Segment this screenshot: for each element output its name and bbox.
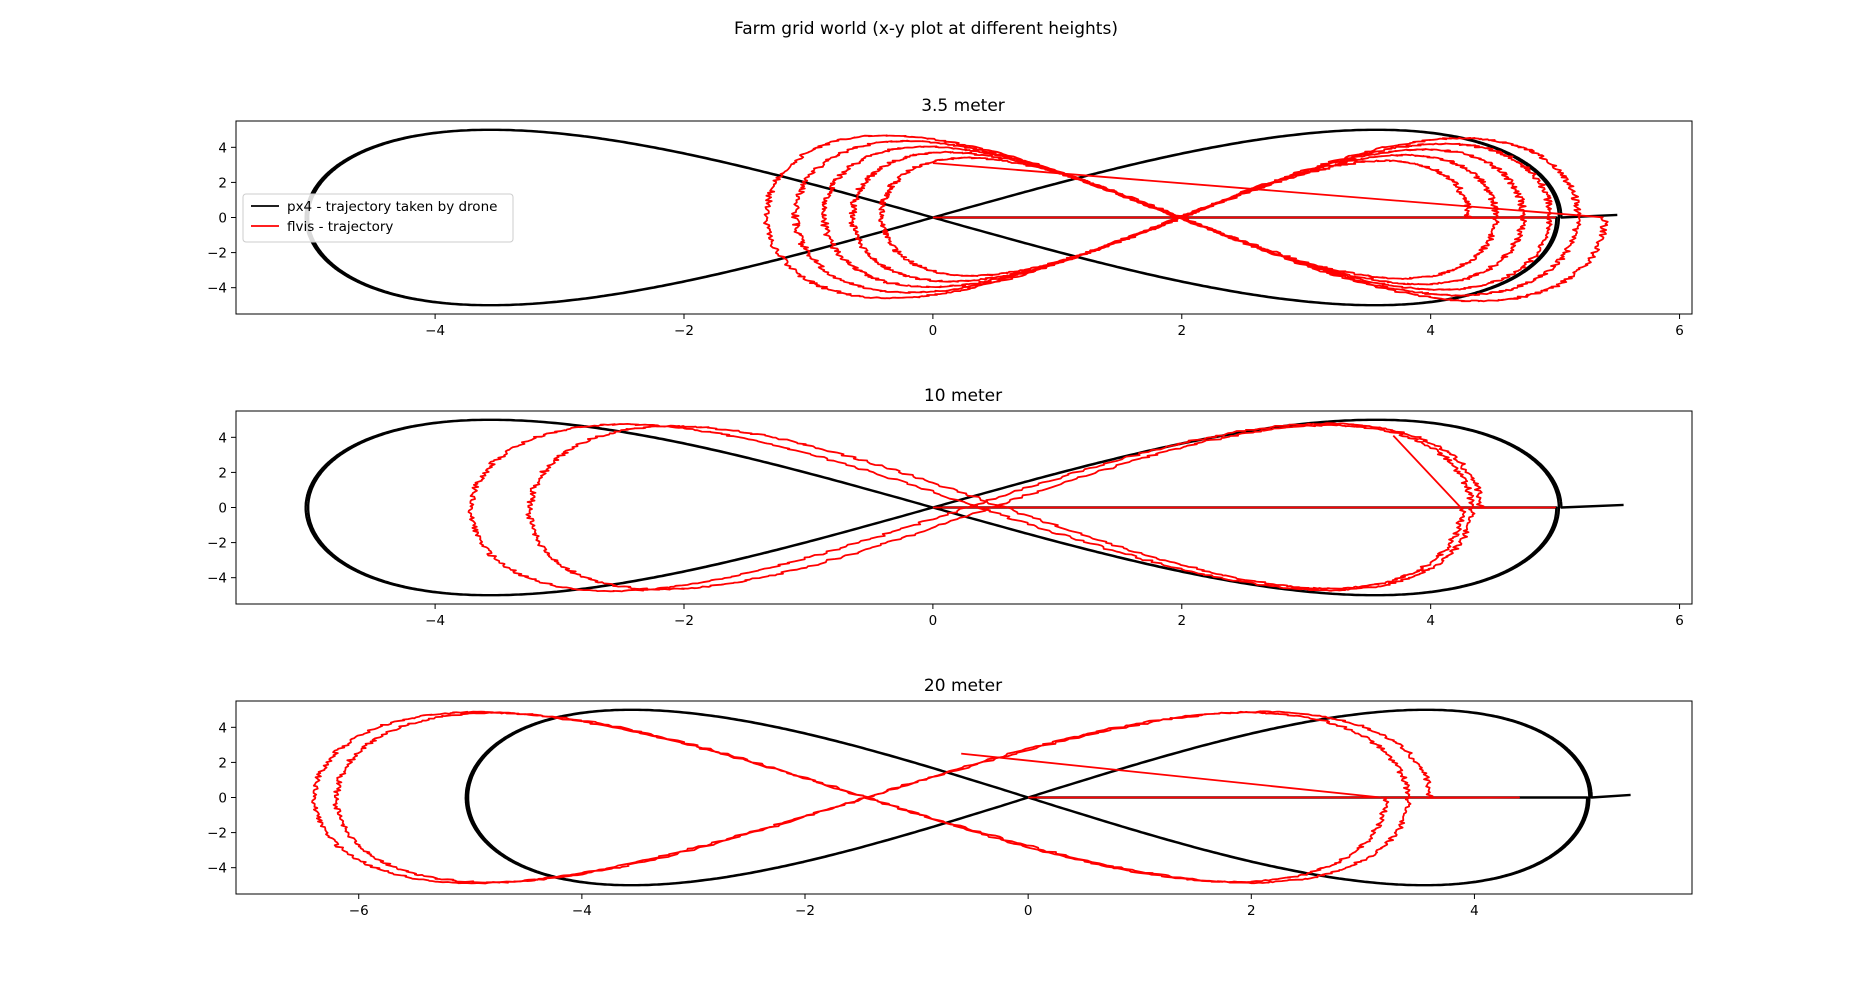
- series-px4-line: [464, 708, 1631, 887]
- x-tick-label: −6: [349, 903, 369, 919]
- figure-title: Farm grid world (x-y plot at different h…: [734, 19, 1118, 39]
- x-tick-label: 0: [1024, 903, 1033, 919]
- y-tick-label: 2: [218, 465, 227, 481]
- y-tick-label: 0: [218, 501, 227, 517]
- series-px4-line: [304, 418, 1624, 597]
- y-tick-label: −4: [207, 861, 227, 877]
- y-tick-label: −2: [207, 246, 227, 262]
- x-tick-label: −2: [674, 613, 694, 629]
- x-tick-label: 0: [929, 323, 938, 339]
- y-tick-label: 0: [218, 791, 227, 807]
- x-tick-label: 6: [1675, 613, 1684, 629]
- y-tick-label: 2: [218, 175, 227, 191]
- y-tick-label: −4: [207, 571, 227, 587]
- series-flvis-line: [467, 422, 1556, 593]
- y-tick-label: 4: [218, 720, 227, 736]
- series-flvis-line: [763, 134, 1609, 303]
- subplot-title: 20 meter: [924, 676, 1002, 696]
- x-tick-label: 2: [1247, 903, 1256, 919]
- legend-box: [242, 193, 514, 243]
- legend-label-px4: px4 - trajectory taken by drone: [287, 199, 497, 215]
- y-tick-label: 2: [218, 755, 227, 771]
- subplot-title: 3.5 meter: [921, 96, 1005, 116]
- subplot-20-meter: 20 meter −6 −4 −2 0 2 4 −4 −2 0 2 4: [207, 676, 1693, 919]
- x-tick-label: −4: [425, 613, 445, 629]
- x-tick-label: 2: [1177, 323, 1186, 339]
- y-tick-label: −2: [207, 826, 227, 842]
- subplot-10-meter: 10 meter −4 −2 0 2 4 6 −4 −2 0 2 4: [207, 386, 1693, 629]
- y-tick-label: 4: [218, 140, 227, 156]
- x-tick-label: 4: [1470, 903, 1479, 919]
- x-tick-label: 6: [1675, 323, 1684, 339]
- subplot-3-5-meter: 3.5 meter −4 −2 0 2 4 6 −4 −2 0 2 4: [207, 96, 1693, 339]
- y-tick-label: −2: [207, 536, 227, 552]
- y-tick-label: 4: [218, 430, 227, 446]
- legend-label-flvis: flvis - trajectory: [287, 219, 393, 235]
- x-tick-label: 4: [1426, 613, 1435, 629]
- x-tick-label: −4: [425, 323, 445, 339]
- y-tick-label: 0: [218, 211, 227, 227]
- x-tick-label: 2: [1177, 613, 1186, 629]
- subplot-title: 10 meter: [924, 386, 1002, 406]
- x-tick-label: −2: [795, 903, 815, 919]
- legend: px4 - trajectory taken by drone flvis - …: [242, 193, 514, 243]
- series-px4-line: [304, 128, 1618, 307]
- x-tick-label: 0: [929, 613, 938, 629]
- y-tick-label: −4: [207, 281, 227, 297]
- x-tick-label: −2: [674, 323, 694, 339]
- x-tick-label: −4: [572, 903, 592, 919]
- series-flvis-line: [311, 710, 1520, 885]
- x-tick-label: 4: [1426, 323, 1435, 339]
